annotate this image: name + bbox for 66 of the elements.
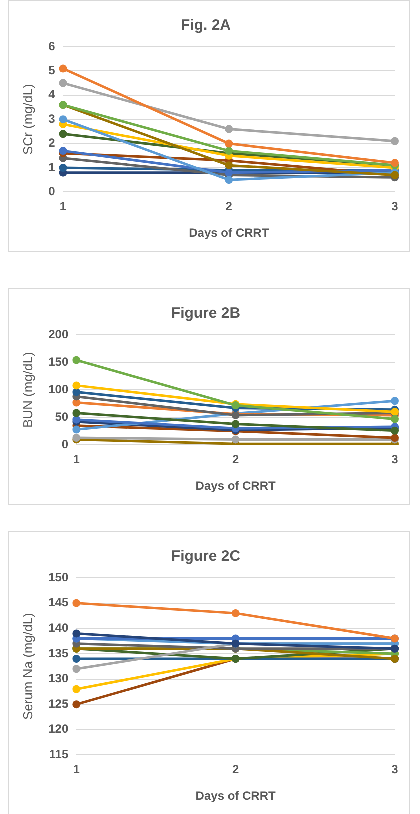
point <box>72 416 81 424</box>
point <box>225 176 234 184</box>
point <box>72 630 81 638</box>
point <box>391 415 399 424</box>
x-tick-label: 3 <box>392 200 399 214</box>
chart-title: Fig. 2A <box>180 17 232 34</box>
point <box>59 116 68 124</box>
point <box>391 137 399 146</box>
x-tick-label: 2 <box>232 762 240 777</box>
y-axis-title: SCr (mg/dL) <box>20 84 36 155</box>
y-tick-label: 145 <box>48 596 69 610</box>
chart-title: Figure 2B <box>171 305 241 322</box>
y-axis-title: Serum Na (mg/dL) <box>20 613 36 720</box>
point <box>232 609 240 618</box>
chart-title: Figure 2C <box>171 548 241 566</box>
point <box>59 164 68 172</box>
y-tick-label: 100 <box>48 382 69 396</box>
y-tick-label: 3 <box>48 112 56 126</box>
y-tick-label: 125 <box>48 696 69 711</box>
point <box>72 665 81 674</box>
point <box>232 436 240 444</box>
point <box>391 159 399 168</box>
point <box>59 79 68 88</box>
y-tick-label: 130 <box>48 672 69 686</box>
point <box>59 130 68 138</box>
y-tick-label: 6 <box>48 39 56 54</box>
y-tick-label: 1 <box>48 160 56 174</box>
y-tick-label: 50 <box>55 410 69 424</box>
y-tick-label: 5 <box>48 64 56 78</box>
x-tick-label: 2 <box>226 200 233 214</box>
x-axis-title: Days of CRRT <box>196 789 276 804</box>
point <box>72 685 81 694</box>
x-tick-label: 3 <box>392 452 399 467</box>
point <box>72 409 81 418</box>
y-tick-label: 4 <box>48 88 56 102</box>
point <box>391 426 399 435</box>
x-axis-title: Days of CRRT <box>189 226 270 240</box>
point <box>225 140 234 148</box>
y-tick-label: 140 <box>48 620 69 635</box>
y-tick-label: 115 <box>49 748 69 762</box>
point <box>232 420 240 428</box>
y-tick-label: 120 <box>48 722 69 736</box>
x-tick-label: 3 <box>392 762 399 777</box>
y-tick-label: 2 <box>48 136 56 150</box>
point <box>391 397 399 406</box>
point <box>225 125 234 134</box>
point <box>72 599 81 608</box>
point <box>59 64 68 73</box>
point <box>72 655 81 664</box>
point <box>225 162 234 170</box>
point <box>72 700 81 709</box>
point <box>72 388 81 396</box>
y-tick-label: 150 <box>48 570 69 584</box>
point <box>72 356 81 364</box>
y-axis-title: BUN (mg/dL) <box>20 352 36 428</box>
y-tick-label: 200 <box>48 327 69 342</box>
x-axis-title: Days of CRRT <box>196 479 276 494</box>
y-tick-label: 135 <box>48 646 69 660</box>
x-tick-label: 1 <box>73 452 80 467</box>
y-tick-label: 0 <box>62 438 69 452</box>
point <box>72 382 81 390</box>
x-tick-label: 2 <box>232 452 240 467</box>
y-tick-label: 150 <box>48 354 69 369</box>
y-tick-label: 0 <box>48 184 56 199</box>
x-tick-label: 1 <box>73 762 80 777</box>
point <box>72 426 81 434</box>
